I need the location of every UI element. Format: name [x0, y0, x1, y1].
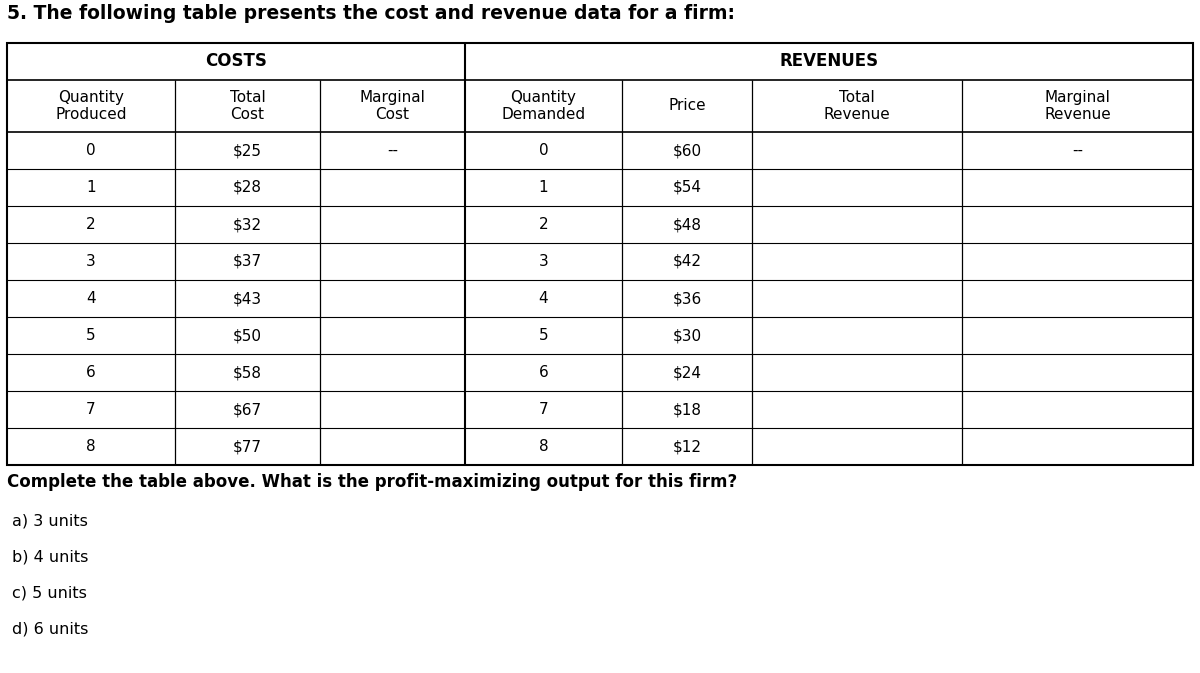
Text: $67: $67 [233, 402, 262, 417]
Text: 4: 4 [86, 291, 96, 306]
Text: $77: $77 [233, 439, 262, 454]
Text: Complete the table above. What is the profit-maximizing output for this firm?: Complete the table above. What is the pr… [7, 473, 737, 491]
Text: Price: Price [668, 98, 706, 114]
Text: 1: 1 [86, 180, 96, 195]
Text: 8: 8 [539, 439, 548, 454]
Text: Quantity
Demanded: Quantity Demanded [502, 90, 586, 122]
Text: c) 5 units: c) 5 units [12, 585, 86, 600]
Text: $48: $48 [672, 217, 702, 232]
Text: Marginal
Revenue: Marginal Revenue [1044, 90, 1111, 122]
Text: --: -- [386, 143, 398, 158]
Text: 0: 0 [539, 143, 548, 158]
Text: 4: 4 [539, 291, 548, 306]
Text: $12: $12 [672, 439, 702, 454]
Text: Quantity
Produced: Quantity Produced [55, 90, 127, 122]
Text: $50: $50 [233, 328, 262, 343]
Text: COSTS: COSTS [205, 52, 266, 71]
Text: $43: $43 [233, 291, 262, 306]
Bar [7, 43, 1193, 465]
Text: $60: $60 [672, 143, 702, 158]
Text: b) 4 units: b) 4 units [12, 549, 89, 564]
Text: 3: 3 [539, 254, 548, 269]
Text: Total
Revenue: Total Revenue [823, 90, 890, 122]
Text: $28: $28 [233, 180, 262, 195]
Text: a) 3 units: a) 3 units [12, 513, 88, 528]
Text: $58: $58 [233, 365, 262, 380]
Text: $42: $42 [672, 254, 702, 269]
Text: $37: $37 [233, 254, 262, 269]
Text: $18: $18 [672, 402, 702, 417]
Text: 1: 1 [539, 180, 548, 195]
Text: $30: $30 [672, 328, 702, 343]
Text: Total
Cost: Total Cost [229, 90, 265, 122]
Text: 3: 3 [86, 254, 96, 269]
Text: $24: $24 [672, 365, 702, 380]
Text: d) 6 units: d) 6 units [12, 621, 89, 636]
Text: 7: 7 [539, 402, 548, 417]
Text: 5: 5 [86, 328, 96, 343]
Text: 2: 2 [539, 217, 548, 232]
Text: 5: 5 [539, 328, 548, 343]
Text: 7: 7 [86, 402, 96, 417]
Text: REVENUES: REVENUES [780, 52, 878, 71]
Text: $25: $25 [233, 143, 262, 158]
Text: 2: 2 [86, 217, 96, 232]
Text: 6: 6 [86, 365, 96, 380]
Text: --: -- [1072, 143, 1082, 158]
Text: Marginal
Cost: Marginal Cost [360, 90, 426, 122]
Text: $32: $32 [233, 217, 262, 232]
Text: 8: 8 [86, 439, 96, 454]
Text: $54: $54 [672, 180, 702, 195]
Text: 0: 0 [86, 143, 96, 158]
Text: $36: $36 [672, 291, 702, 306]
Text: 6: 6 [539, 365, 548, 380]
Text: 5. The following table presents the cost and revenue data for a firm:: 5. The following table presents the cost… [7, 4, 734, 23]
